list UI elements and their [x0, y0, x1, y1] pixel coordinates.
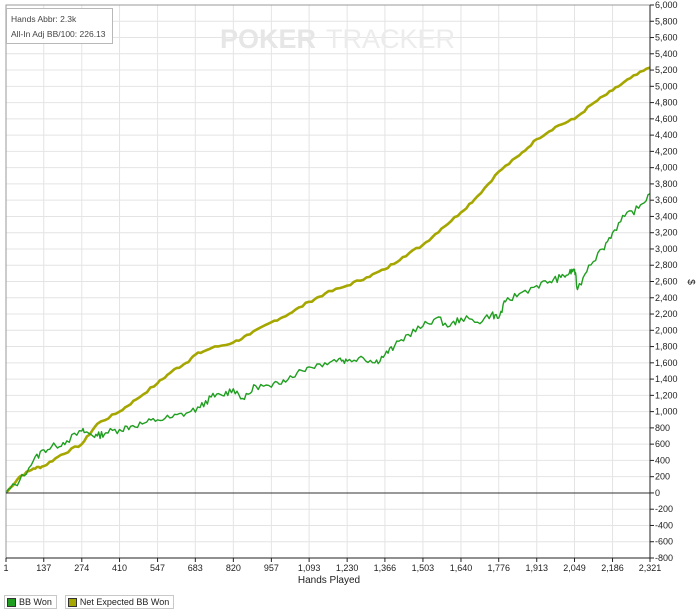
y-tick-label-31: -200	[655, 504, 673, 514]
y-tick-label-23: 1,400	[655, 374, 678, 384]
x-tick-label-7: 957	[264, 563, 279, 573]
y-tick-label-13: 3,400	[655, 211, 678, 221]
x-tick-label-13: 1,776	[487, 563, 510, 573]
x-axis-title: Hands Played	[298, 575, 360, 586]
y-tick-label-22: 1,600	[655, 358, 678, 368]
legend-item-net-expected[interactable]: Net Expected BB Won	[64, 595, 175, 609]
allin-adj-text: All-In Adj BB/100: 226.13	[11, 29, 106, 39]
y-tick-label-24: 1,200	[655, 390, 678, 400]
watermark-logo: POKER TRACKER	[220, 24, 455, 54]
x-tick-label-10: 1,366	[374, 563, 397, 573]
x-tick-label-4: 547	[150, 563, 165, 573]
x-tick-label-17: 2,321	[639, 563, 662, 573]
legend: BB Won Net Expected BB Won	[4, 595, 175, 609]
y-tick-label-8: 4,400	[655, 130, 678, 140]
y-tick-label-14: 3,200	[655, 228, 678, 238]
y-tick-label-11: 3,800	[655, 179, 678, 189]
y-tick-label-6: 4,800	[655, 98, 678, 108]
y-tick-labels: 6,000 5,800 5,600 5,400 5,200 5,000 4,800 4,600…	[655, 0, 678, 563]
y-tick-label-32: -400	[655, 520, 673, 530]
axes-layer	[5, 4, 654, 562]
y-tick-label-28: 400	[655, 455, 670, 465]
y-tick-label-17: 2,600	[655, 277, 678, 287]
y-tick-label-12: 3,600	[655, 195, 678, 205]
x-tick-label-2: 274	[74, 563, 89, 573]
x-tick-label-0: 1	[3, 563, 8, 573]
series-line-net-expected	[5, 66, 651, 494]
y-tick-label-2: 5,600	[655, 33, 678, 43]
x-tick-label-11: 1,503	[412, 563, 435, 573]
y-tick-label-27: 600	[655, 439, 670, 449]
y-tick-label-5: 5,000	[655, 81, 678, 91]
x-tick-label-12: 1,640	[450, 563, 473, 573]
y-tick-label-7: 4,600	[655, 114, 678, 124]
legend-label-bb-won: BB Won	[19, 597, 52, 607]
x-tick-label-14: 1,913	[525, 563, 548, 573]
grid-layer	[5, 4, 651, 559]
y-tick-label-25: 1,000	[655, 407, 678, 417]
y-tick-label-34: -800	[655, 553, 673, 563]
y-tick-label-26: 800	[655, 423, 670, 433]
series-layer	[5, 66, 651, 494]
y-tick-label-3: 5,400	[655, 49, 678, 59]
x-tick-label-6: 820	[226, 563, 241, 573]
legend-swatch-net-expected	[67, 597, 77, 607]
y-tick-label-19: 2,200	[655, 309, 678, 319]
y-tick-label-15: 3,000	[655, 244, 678, 254]
y-tick-label-18: 2,400	[655, 293, 678, 303]
x-tick-label-9: 1,230	[336, 563, 359, 573]
watermark-text-poker: POKER	[220, 24, 316, 54]
y-axis-title: $	[685, 279, 696, 285]
y-tick-label-21: 1,800	[655, 342, 678, 352]
series-line-bb-won	[5, 193, 651, 494]
hands-abbr-text: Hands Abbr: 2.3k	[11, 14, 77, 24]
legend-item-bb-won[interactable]: BB Won	[4, 595, 57, 609]
x-tick-label-5: 683	[188, 563, 203, 573]
y-tick-label-9: 4,200	[655, 146, 678, 156]
legend-label-net-expected: Net Expected BB Won	[79, 597, 170, 607]
y-tick-label-0: 6,000	[655, 0, 678, 10]
stats-info-box: Hands Abbr: 2.3k All-In Adj BB/100: 226.…	[6, 8, 113, 44]
legend-swatch-bb-won	[7, 597, 16, 607]
y-tick-label-20: 2,000	[655, 325, 678, 335]
y-tick-label-1: 5,800	[655, 16, 678, 26]
y-tick-label-29: 200	[655, 472, 670, 482]
x-tick-label-8: 1,093	[298, 563, 321, 573]
watermark-text-tracker: TRACKER	[326, 24, 455, 54]
y-tick-label-16: 2,800	[655, 260, 678, 270]
x-tick-labels: 1 137 274 410 547 683 820 957 1,093 1,230 1,366 1,5…	[3, 563, 661, 573]
y-tick-label-4: 5,200	[655, 65, 678, 75]
y-tick-label-33: -600	[655, 537, 673, 547]
x-tick-label-15: 2,049	[563, 563, 586, 573]
y-tick-label-10: 4,000	[655, 163, 678, 173]
x-tick-label-1: 137	[36, 563, 51, 573]
y-tick-label-30: 0	[655, 488, 660, 498]
x-tick-label-3: 410	[112, 563, 127, 573]
x-tick-label-16: 2,186	[601, 563, 624, 573]
